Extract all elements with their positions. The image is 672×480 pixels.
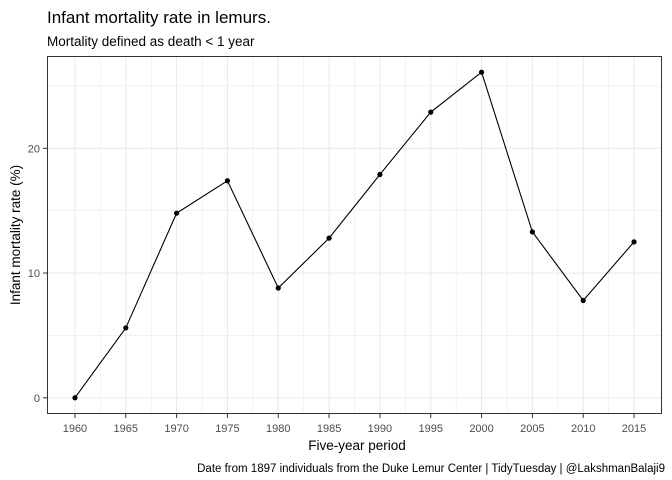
data-point	[377, 172, 382, 177]
data-point	[276, 285, 281, 290]
x-tick-label: 1980	[266, 423, 290, 435]
x-tick-label: 2015	[622, 423, 646, 435]
x-tick-label: 2005	[520, 423, 544, 435]
x-tick-label: 1985	[317, 423, 341, 435]
x-tick-label: 1965	[114, 423, 138, 435]
x-tick-label: 1995	[418, 423, 442, 435]
data-point	[581, 298, 586, 303]
chart-title: Infant mortality rate in lemurs.	[47, 8, 271, 27]
data-point	[225, 178, 230, 183]
chart-subtitle: Mortality defined as death < 1 year	[47, 34, 255, 49]
data-point	[174, 211, 179, 216]
data-point	[326, 236, 331, 241]
grid	[47, 56, 662, 414]
x-tick-label: 2000	[469, 423, 493, 435]
data-point	[123, 325, 128, 330]
y-axis: 0 10 20	[28, 143, 47, 404]
x-tick-label: 1990	[368, 423, 392, 435]
y-axis-title: Infant mortality rate (%)	[8, 165, 23, 305]
data-point	[631, 239, 636, 244]
data-point	[72, 395, 77, 400]
x-tick-label: 1975	[215, 423, 239, 435]
x-axis: 1960 1965 1970 1975 1980 1985 1990 1995 2000 2005…	[63, 414, 647, 435]
data-point	[530, 229, 535, 234]
x-tick-label: 1970	[164, 423, 188, 435]
data-point	[428, 110, 433, 115]
y-tick-label: 0	[34, 393, 40, 405]
x-axis-title: Five-year period	[308, 438, 406, 453]
y-tick-label: 20	[28, 143, 40, 155]
x-tick-label: 1960	[63, 423, 87, 435]
y-tick-label: 10	[28, 268, 40, 280]
x-tick-label: 2010	[571, 423, 595, 435]
chart-caption: Date from 1897 individuals from the Duke…	[197, 463, 665, 475]
data-point	[479, 70, 484, 75]
